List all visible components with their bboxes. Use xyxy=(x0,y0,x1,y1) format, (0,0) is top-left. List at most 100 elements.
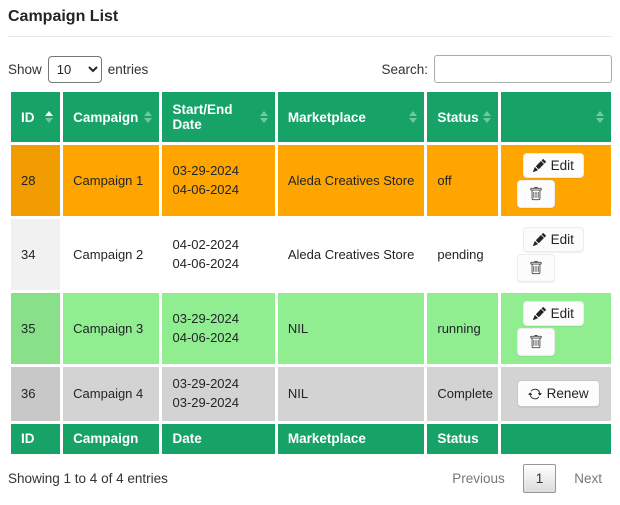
search-label: Search: xyxy=(381,61,428,77)
refresh-icon xyxy=(527,387,542,401)
footer-id: ID xyxy=(11,423,61,454)
table-row: 35 Campaign 3 03-29-2024 04-06-2024 NIL runni… xyxy=(11,293,611,364)
cell-marketplace: NIL xyxy=(287,321,309,336)
previous-page-button[interactable]: Previous xyxy=(452,470,505,486)
cell-marketplace: Aleda Creatives Store xyxy=(287,247,415,262)
table-info-bar: Showing 1 to 4 of 4 entries Previous 1 N… xyxy=(8,463,612,493)
sort-desc-icon xyxy=(482,118,491,123)
cell-actions: Renew xyxy=(501,367,611,421)
cell-dates: 04-02-2024 04-06-2024 xyxy=(162,219,274,290)
cell-id: 36 xyxy=(11,367,61,421)
page-title: Campaign List xyxy=(8,8,119,25)
delete-button[interactable] xyxy=(516,328,555,356)
sort-icons xyxy=(144,111,153,123)
date-value: 03-29-2024 xyxy=(172,162,239,178)
divider xyxy=(8,36,612,37)
cell-actions: Edit xyxy=(501,293,611,364)
cell-campaign: Campaign 4 xyxy=(73,386,144,402)
date-value: 04-06-2024 xyxy=(172,255,239,271)
trash-icon xyxy=(529,335,543,349)
sort-icons xyxy=(45,111,54,123)
delete-button[interactable] xyxy=(516,180,555,208)
header-status[interactable]: Status xyxy=(427,92,498,142)
edit-button[interactable]: Edit xyxy=(522,153,584,178)
header-start-end-date[interactable]: Start/End Date xyxy=(162,92,275,142)
pencil-icon xyxy=(532,233,546,246)
cell-actions: Edit xyxy=(501,219,611,290)
page-length-control: Show 10 entries xyxy=(8,55,149,83)
trash-icon xyxy=(529,261,543,275)
edit-button-label: Edit xyxy=(550,232,574,247)
cell-actions: Edit xyxy=(501,145,611,216)
action-buttons: Edit xyxy=(511,227,601,282)
footer-status: Status xyxy=(427,423,498,454)
footer-campaign: Campaign xyxy=(63,423,160,454)
table-footer: ID Campaign Date Marketplace Status xyxy=(11,423,611,454)
sort-asc-icon xyxy=(259,111,268,116)
cell-campaign: Campaign 3 xyxy=(73,321,144,336)
sort-icons xyxy=(596,111,604,123)
date-value: 04-06-2024 xyxy=(172,181,239,197)
sort-desc-icon xyxy=(596,118,604,123)
cell-marketplace: NIL xyxy=(287,386,309,402)
pencil-icon xyxy=(532,159,546,172)
sort-desc-icon xyxy=(45,118,54,123)
page-length-select[interactable]: 10 xyxy=(47,55,102,83)
sort-asc-icon xyxy=(409,111,418,116)
entries-label: entries xyxy=(107,61,149,77)
page-number-button[interactable]: 1 xyxy=(522,463,557,493)
table-row: 28 Campaign 1 03-29-2024 04-06-2024 Aleda Cr… xyxy=(11,145,611,216)
cell-status: Complete xyxy=(437,386,493,402)
sort-asc-icon xyxy=(596,111,604,116)
search-control: Search: xyxy=(381,55,612,83)
table-row: 36 Campaign 4 03-29-2024 03-29-2024 NIL Compl… xyxy=(11,367,611,421)
campaign-table: ID Campaign Start/End Date xyxy=(8,89,614,457)
sort-asc-icon xyxy=(482,111,491,116)
renew-button[interactable]: Renew xyxy=(516,380,600,408)
sort-icons xyxy=(482,111,491,123)
cell-marketplace: Aleda Creatives Store xyxy=(287,173,415,188)
header-campaign[interactable]: Campaign xyxy=(63,92,160,142)
next-page-button[interactable]: Next xyxy=(574,470,602,486)
cell-id: 35 xyxy=(11,293,61,364)
cell-dates: 03-29-2024 04-06-2024 xyxy=(162,293,274,364)
renew-button-label: Renew xyxy=(546,386,589,402)
table-header: ID Campaign Start/End Date xyxy=(11,92,611,142)
search-input[interactable] xyxy=(434,55,612,83)
cell-campaign: Campaign 1 xyxy=(73,173,144,188)
sort-desc-icon xyxy=(259,118,268,123)
cell-status: off xyxy=(437,173,452,188)
cell-status: pending xyxy=(437,247,484,262)
sort-asc-icon xyxy=(45,111,54,116)
delete-button[interactable] xyxy=(516,254,555,282)
pencil-icon xyxy=(532,307,546,320)
action-buttons: Renew xyxy=(511,380,601,408)
cell-dates: 03-29-2024 04-06-2024 xyxy=(162,145,274,216)
cell-id: 28 xyxy=(11,145,61,216)
cell-status: running xyxy=(437,321,481,336)
footer-marketplace: Marketplace xyxy=(277,423,425,454)
date-value: 04-02-2024 xyxy=(172,236,239,252)
date-value: 03-29-2024 xyxy=(172,394,239,410)
date-value: 03-29-2024 xyxy=(172,310,239,326)
pagination: Previous 1 Next xyxy=(442,463,612,493)
edit-button-label: Edit xyxy=(550,158,574,173)
sort-icons xyxy=(409,111,418,123)
sort-desc-icon xyxy=(144,118,153,123)
header-actions[interactable] xyxy=(500,92,611,142)
footer-date: Date xyxy=(162,423,275,454)
cell-id: 34 xyxy=(11,219,61,290)
table-controls: Show 10 entries Search: xyxy=(8,55,612,83)
trash-icon xyxy=(529,187,543,201)
edit-button[interactable]: Edit xyxy=(522,227,584,252)
show-label: Show xyxy=(8,61,42,77)
table-body: 28 Campaign 1 03-29-2024 04-06-2024 Aleda Cr… xyxy=(11,145,611,421)
sort-asc-icon xyxy=(144,111,153,116)
header-marketplace[interactable]: Marketplace xyxy=(277,92,425,142)
edit-button[interactable]: Edit xyxy=(522,301,584,326)
date-value: 04-06-2024 xyxy=(172,329,239,345)
header-id[interactable]: ID xyxy=(11,92,61,142)
date-value: 03-29-2024 xyxy=(172,376,239,391)
edit-button-label: Edit xyxy=(550,306,574,321)
